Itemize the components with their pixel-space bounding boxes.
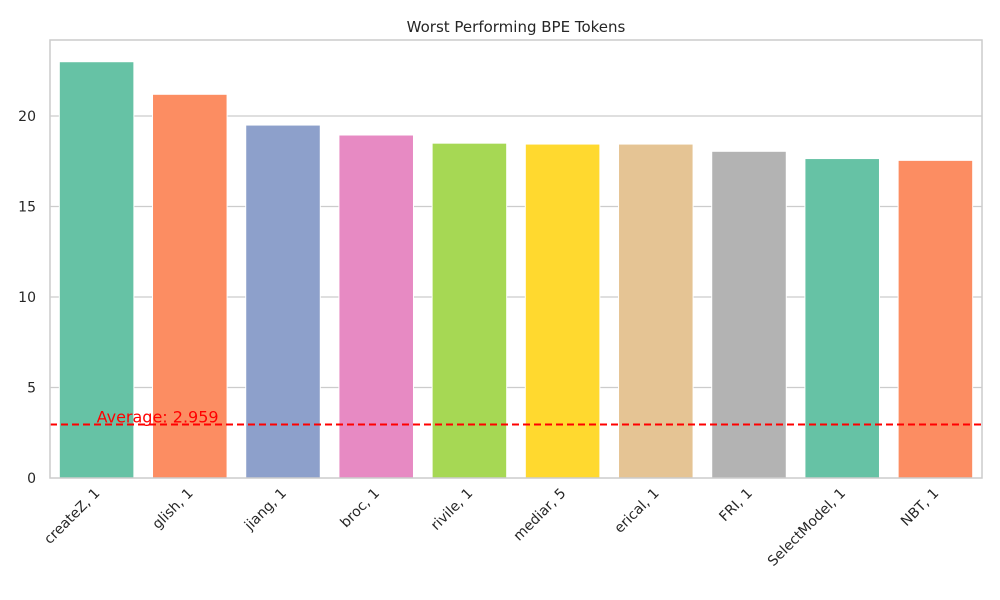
x-tick-label: createZ, 1 [41,486,103,548]
x-tick-label: broc, 1 [337,486,383,532]
average-label: Average: 2.959 [97,407,219,426]
y-tick-label: 5 [27,381,36,397]
x-tick-label: mediar, 5 [511,486,570,545]
bar-6 [618,143,694,479]
y-tick-label: 15 [18,200,36,216]
x-tick-label: jiang, 1 [241,486,290,535]
x-axis-ticks: createZ, 1 glish, 1 jiang, 1 broc, 1 rivile,… [41,486,942,570]
y-tick-label: 0 [27,471,36,487]
x-tick-label: FRI, 1 [716,486,755,525]
bar-5 [524,143,601,479]
bar-3 [338,134,414,479]
axes-frame [49,39,983,479]
y-axis-ticks: 0 5 10 15 20 [18,109,36,487]
x-tick-label: NBT, 1 [898,486,942,530]
bar-4 [431,142,508,479]
y-tick-label: 10 [18,290,36,306]
x-tick-label: glish, 1 [150,486,197,533]
x-tick-label: erical, 1 [612,486,663,537]
bar-7 [711,150,787,479]
y-tick-label: 20 [18,109,36,125]
plot-frame [49,39,983,479]
x-tick-label: SelectModel, 1 [765,486,849,570]
chart-title: Worst Performing BPE Tokens [407,18,626,36]
bar-8 [804,158,880,479]
bar-9 [897,159,974,479]
average-line-group: Average: 2.959 [50,407,982,426]
bar-2 [245,124,321,479]
x-tick-label: rivile, 1 [428,486,476,534]
bar-0 [58,61,135,479]
